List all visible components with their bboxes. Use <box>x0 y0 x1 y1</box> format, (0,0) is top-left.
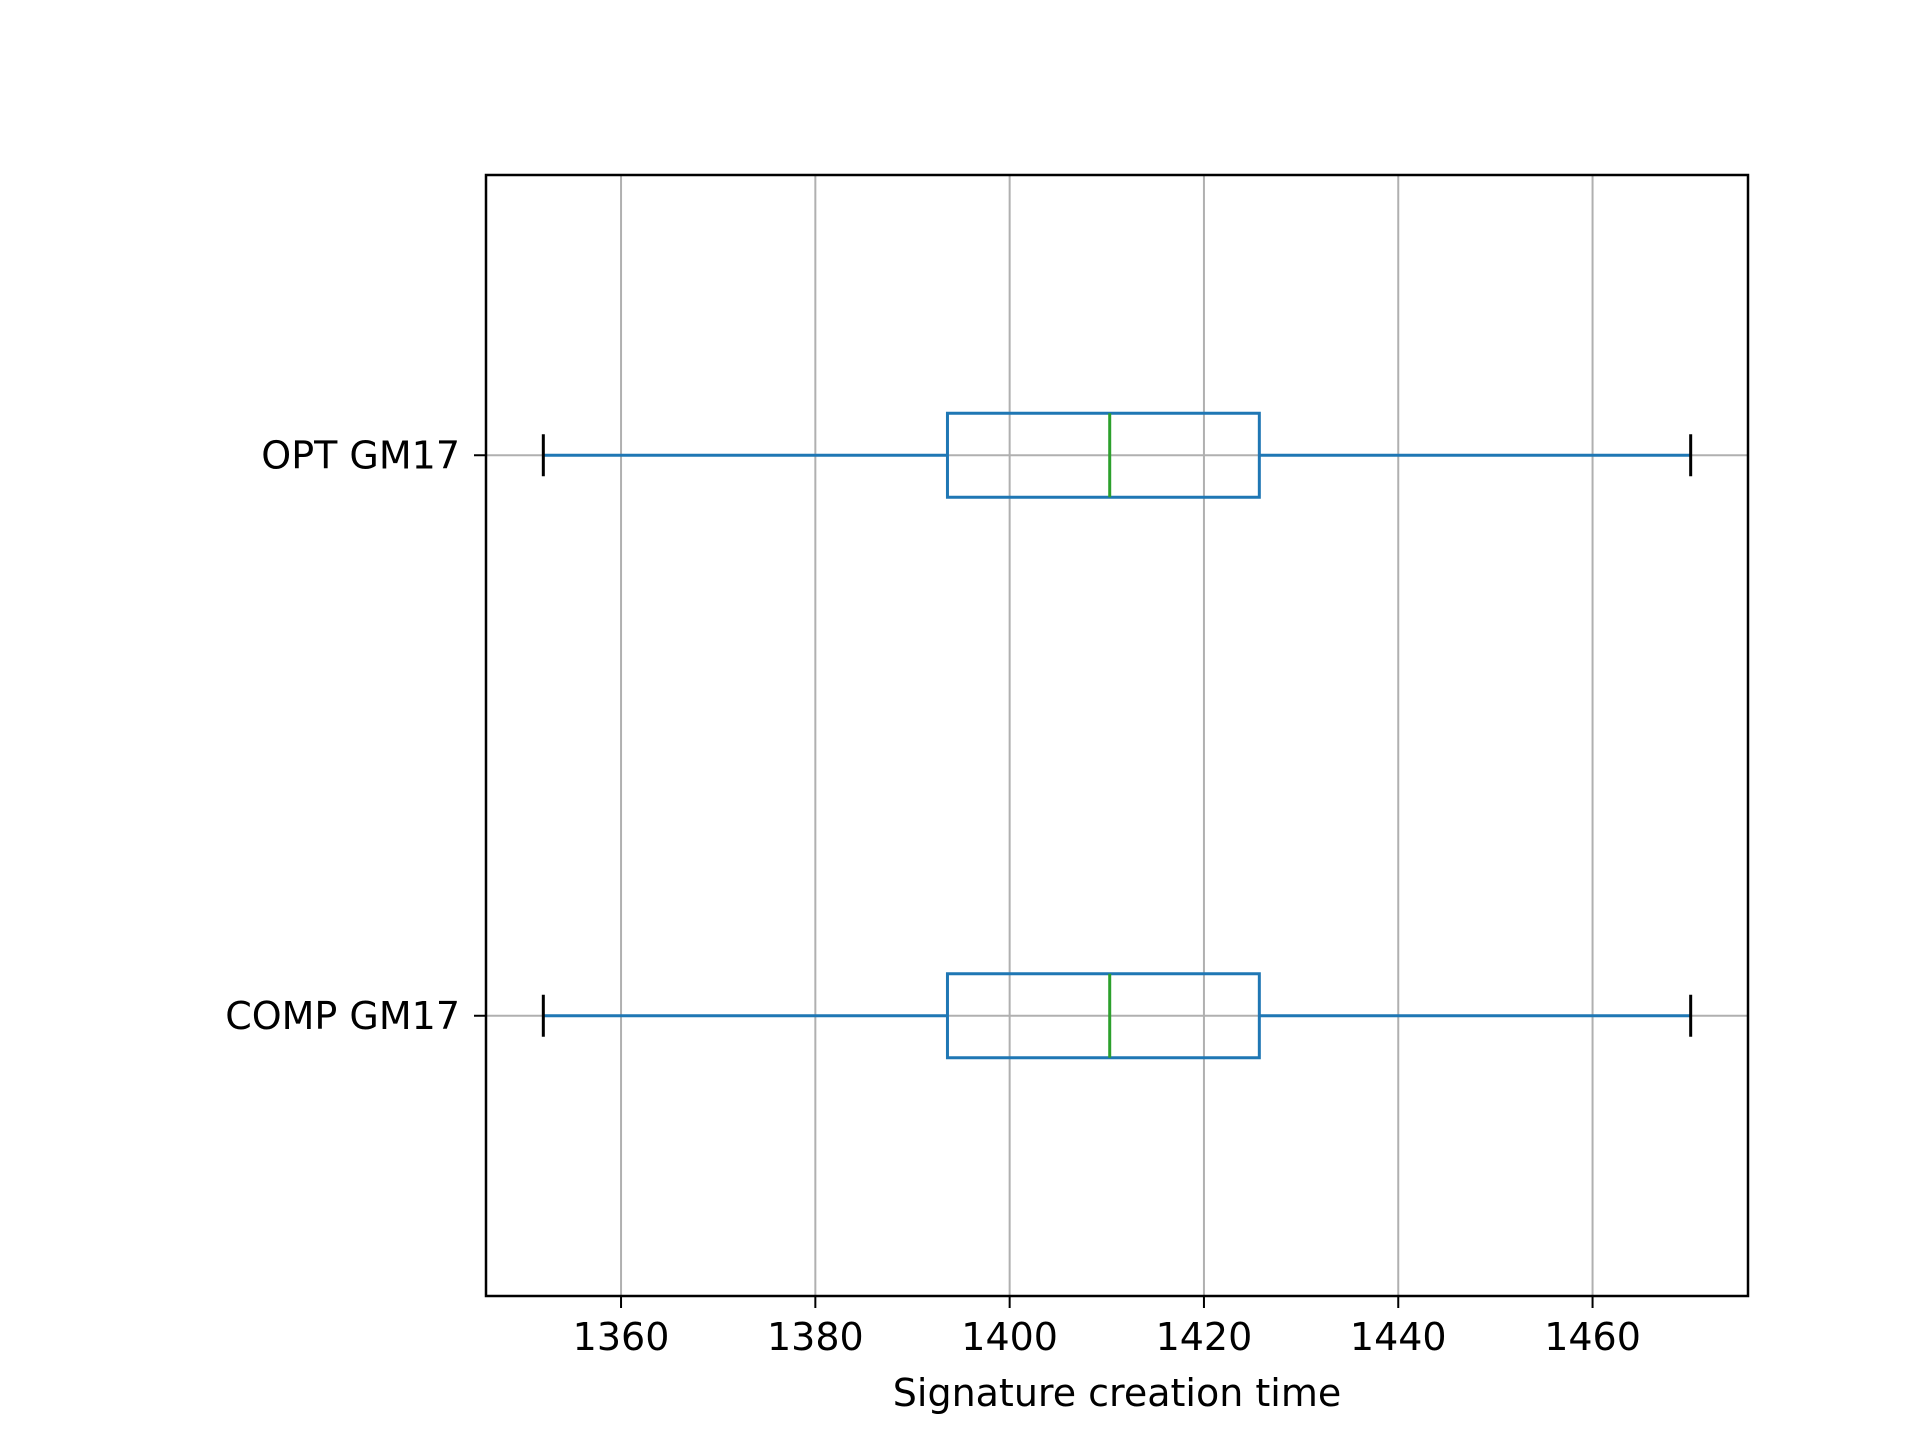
x-axis-label: Signature creation time <box>893 1371 1341 1415</box>
iqr-box <box>945 972 1261 1060</box>
plot-frame <box>484 173 1750 1298</box>
x-tick-label: 1420 <box>1156 1315 1253 1359</box>
x-tick-label: 1380 <box>767 1315 864 1359</box>
x-tick-label: 1400 <box>961 1315 1058 1359</box>
x-tick-label: 1440 <box>1350 1315 1447 1359</box>
box-group <box>541 411 1693 499</box>
y-tick-label: COMP GM17 <box>225 994 460 1038</box>
y-tick-label: OPT GM17 <box>261 433 460 477</box>
iqr-box <box>945 411 1261 499</box>
box-group <box>541 972 1693 1060</box>
box-series <box>541 411 1693 1060</box>
x-tick-label: 1360 <box>573 1315 670 1359</box>
x-tick-label: 1460 <box>1544 1315 1641 1359</box>
axis-ticks: 1360 1380 1400 1420 1440 1460 COMP GM17 OPT GM1… <box>225 433 1641 1359</box>
